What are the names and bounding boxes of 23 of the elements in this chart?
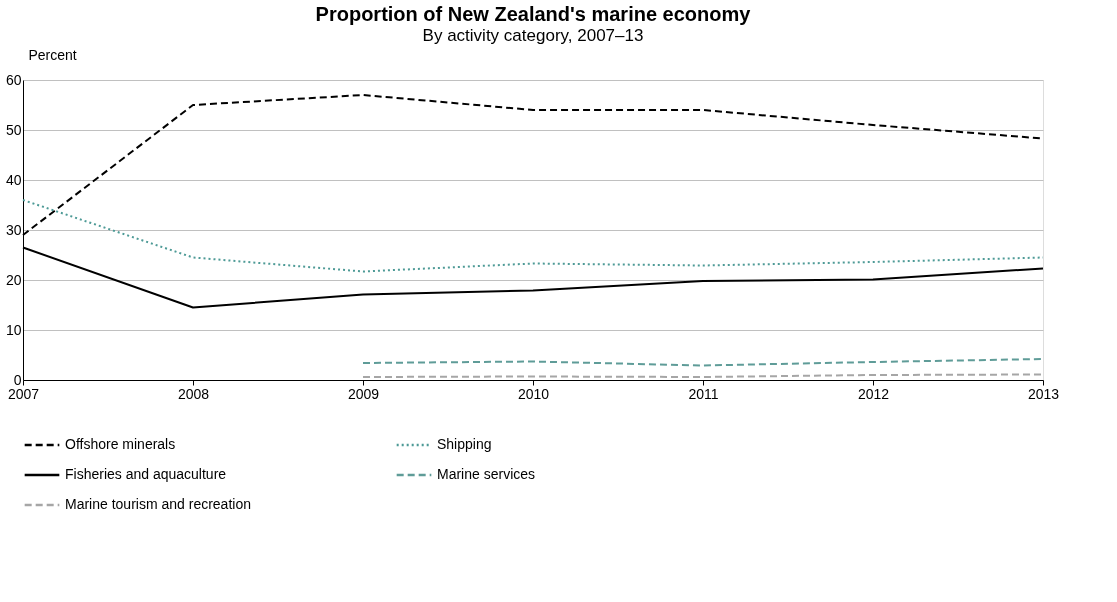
line-series xyxy=(362,358,1044,367)
y-tick-label: 50 xyxy=(5,121,22,138)
chart-title: Proportion of New Zealand's marine economy xyxy=(315,3,752,25)
chart-subtitle: By activity category, 2007–13 xyxy=(422,26,644,45)
legend-label: Offshore minerals xyxy=(65,436,176,452)
x-tick-label: 2012 xyxy=(857,385,890,402)
legend-label: Fisheries and aquaculture xyxy=(65,466,227,482)
legend-label: Marine tourism and recreation xyxy=(65,496,251,512)
x-tick-label: 2010 xyxy=(517,385,550,402)
y-tick-label: 40 xyxy=(5,171,22,188)
legend-label: Marine services xyxy=(437,466,536,482)
x-tick-label: 2009 xyxy=(347,385,380,402)
y-tick-label: 60 xyxy=(5,71,22,88)
y-tick-label: 10 xyxy=(5,321,22,338)
y-axis-title: Percent xyxy=(28,46,77,63)
y-tick-label: 30 xyxy=(5,221,22,238)
y-tick-label: 0 xyxy=(13,371,22,388)
x-tick-label: 2013 xyxy=(1027,385,1060,402)
x-tick-label: 2011 xyxy=(688,385,719,402)
x-tick-label: 2007 xyxy=(7,385,40,402)
x-tick-label: 2008 xyxy=(177,385,210,402)
legend-label: Shipping xyxy=(437,436,492,452)
y-tick-label: 20 xyxy=(5,271,22,288)
